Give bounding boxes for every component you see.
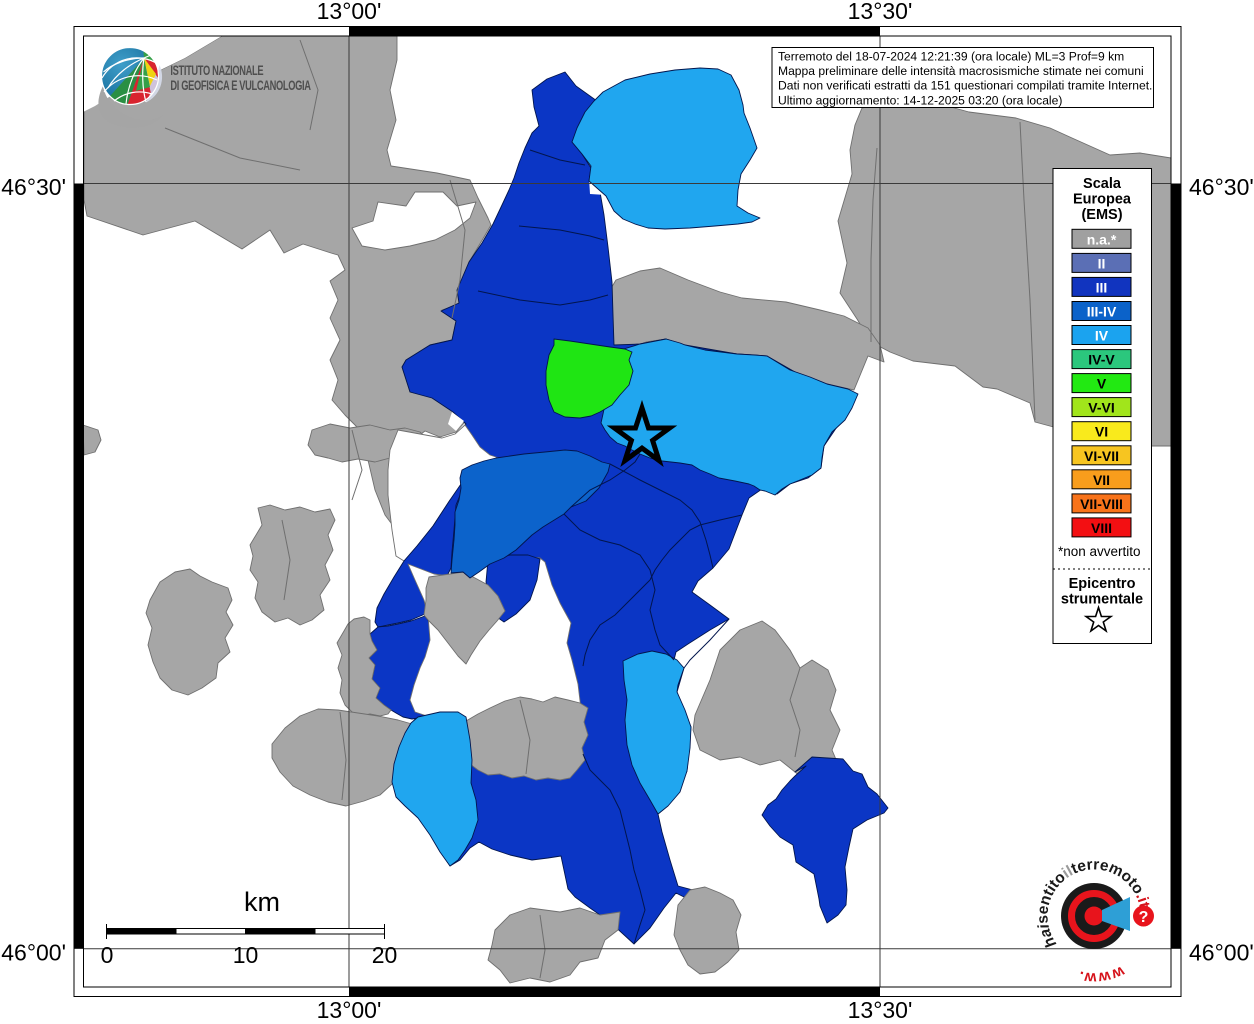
svg-text:Scala: Scala <box>1083 176 1122 192</box>
svg-text:V: V <box>1097 376 1107 392</box>
svg-text:VIII: VIII <box>1091 520 1112 536</box>
svg-text:46°00': 46°00' <box>1 939 66 965</box>
svg-text:10: 10 <box>233 942 259 968</box>
svg-text:13°30': 13°30' <box>848 0 913 24</box>
svg-text:DI GEOFISICA E VULCANOLOGIA: DI GEOFISICA E VULCANOLOGIA <box>170 80 311 94</box>
svg-text:20: 20 <box>372 942 398 968</box>
svg-text:Dati non verificati estratti d: Dati non verificati estratti da 151 ques… <box>778 79 1152 93</box>
svg-text:VI: VI <box>1095 424 1108 440</box>
svg-text:Mappa preliminare delle intens: Mappa preliminare delle intensità macros… <box>778 64 1144 78</box>
svg-text:ISTITUTO NAZIONALE: ISTITUTO NAZIONALE <box>170 65 263 79</box>
svg-text:km: km <box>244 887 280 917</box>
svg-text:13°00': 13°00' <box>317 997 382 1023</box>
svg-text:IV: IV <box>1095 328 1109 344</box>
svg-text:(EMS): (EMS) <box>1081 207 1122 223</box>
svg-text:Epicentro: Epicentro <box>1069 576 1136 592</box>
svg-text:IV-V: IV-V <box>1088 352 1115 368</box>
svg-text:VI-VII: VI-VII <box>1084 448 1119 464</box>
svg-text:13°30': 13°30' <box>848 997 913 1023</box>
svg-text:Terremoto del 18-07-2024 12:21: Terremoto del 18-07-2024 12:21:39 (ora l… <box>778 50 1124 64</box>
svg-text:46°00': 46°00' <box>1189 939 1254 965</box>
svg-text:46°30': 46°30' <box>1 174 66 200</box>
svg-text:*non avvertito: *non avvertito <box>1058 544 1141 559</box>
svg-text:VII-VIII: VII-VIII <box>1080 496 1123 512</box>
svg-text:strumentale: strumentale <box>1061 592 1143 608</box>
svg-text:46°30': 46°30' <box>1189 174 1254 200</box>
svg-text:II: II <box>1098 255 1106 271</box>
svg-text:III: III <box>1096 279 1108 295</box>
svg-text:n.a.*: n.a.* <box>1087 231 1117 247</box>
svg-text:III-IV: III-IV <box>1087 304 1117 320</box>
svg-text:Ultimo aggiornamento: 14-12-20: Ultimo aggiornamento: 14-12-2025 03:20 (… <box>778 93 1062 107</box>
svg-text:13°00': 13°00' <box>317 0 382 24</box>
svg-text:VII: VII <box>1093 472 1110 488</box>
svg-text:0: 0 <box>101 942 114 968</box>
svg-text:Europea: Europea <box>1073 192 1132 208</box>
svg-text:?: ? <box>1139 909 1149 926</box>
svg-text:V-VI: V-VI <box>1088 400 1114 416</box>
